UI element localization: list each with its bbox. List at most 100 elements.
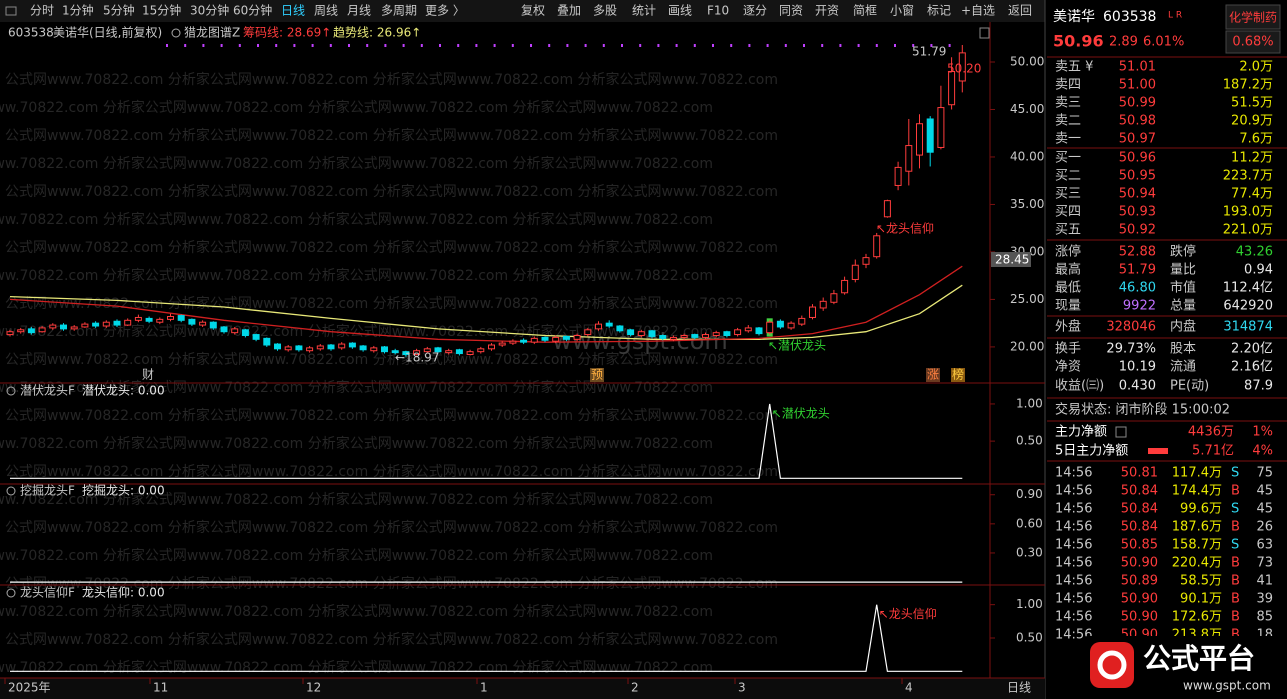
- candle-body: [520, 339, 528, 343]
- tick-time: 14:56: [1055, 520, 1092, 535]
- change-pct: 6.01%: [1143, 35, 1184, 50]
- period-button[interactable]: 60分钟: [233, 3, 272, 18]
- stat-label: 流通: [1170, 360, 1196, 375]
- tool-button[interactable]: 小窗: [890, 4, 914, 18]
- tick-price: 50.90: [1121, 556, 1158, 571]
- stat-value: 10.19: [1119, 360, 1156, 375]
- y-tick-label: 25.00: [1010, 292, 1044, 306]
- tool-button[interactable]: 简框: [853, 4, 877, 18]
- y-tick-label: 0.50: [1016, 434, 1043, 448]
- period-button[interactable]: 1分钟: [62, 3, 94, 18]
- book-price: 51.00: [1119, 78, 1156, 93]
- signal-dot: [693, 44, 696, 47]
- candle-body: [669, 336, 677, 340]
- period-button[interactable]: 5分钟: [103, 3, 135, 18]
- candle-body: [188, 318, 196, 325]
- candle-body: [445, 350, 453, 354]
- candle-body: [776, 320, 784, 328]
- trade-status: 交易状态: 闭市阶段 15:00:02: [1055, 402, 1230, 418]
- book-label: 买五: [1055, 223, 1081, 238]
- flow-label: 主力净额: [1055, 425, 1107, 440]
- sector-pct: 0.68%: [1232, 35, 1273, 50]
- candle-body: [509, 340, 517, 344]
- event-tag-bg: [590, 368, 604, 382]
- tick-volume: 58.5万: [1180, 574, 1222, 589]
- period-button[interactable]: 周线: [314, 4, 338, 18]
- candle-body: [38, 327, 46, 333]
- tool-button[interactable]: 叠加: [557, 4, 581, 18]
- tool-button[interactable]: 复权: [521, 4, 545, 18]
- book-volume: 77.4万: [1231, 187, 1273, 202]
- candle-body: [220, 326, 228, 333]
- period-button[interactable]: 15分钟: [142, 3, 181, 18]
- tick-volume: 158.7万: [1172, 538, 1222, 553]
- candle-body: [27, 328, 35, 334]
- candle-body: [274, 343, 281, 350]
- annotation: ←18.97: [395, 351, 439, 365]
- indicator-line: [10, 403, 963, 479]
- signal-dot: [857, 44, 860, 47]
- candle-body: [648, 330, 656, 337]
- period-label: 日线: [1007, 681, 1031, 695]
- stat-value: 0.94: [1244, 263, 1273, 278]
- tool-button[interactable]: 统计: [632, 4, 656, 18]
- toolbar-icon: [5, 6, 17, 16]
- sector[interactable]: 化学制药: [1229, 10, 1277, 25]
- period-button[interactable]: 30分钟: [190, 3, 229, 18]
- annotation: 51.79: [912, 45, 946, 59]
- period-button[interactable]: 分时: [30, 4, 54, 18]
- candle-body: [81, 323, 89, 328]
- candle-body: [541, 336, 549, 341]
- tool-button[interactable]: 开资: [815, 4, 839, 18]
- period-button[interactable]: 更多 〉: [425, 4, 465, 18]
- tool-button[interactable]: 逐分: [743, 4, 767, 18]
- y-tick-label: 0.50: [1016, 631, 1043, 645]
- watermark: 公式网www.70822.com 分析家公式网www.70822.com 分析家…: [5, 407, 778, 424]
- candle-body: [17, 329, 25, 333]
- candle-body: [755, 327, 763, 335]
- tool-button[interactable]: 标记: [927, 4, 951, 18]
- tick-side: S: [1231, 538, 1239, 553]
- tick-count: 41: [1256, 574, 1273, 589]
- period-button[interactable]: 多周期: [381, 4, 417, 18]
- pane-icon: [6, 386, 16, 396]
- signal-dot: [493, 44, 496, 47]
- tick-side: B: [1231, 556, 1240, 571]
- tool-button[interactable]: 画线: [668, 4, 692, 18]
- stat-value: 51.79: [1119, 263, 1156, 278]
- candle-body: [659, 335, 667, 339]
- signal-dot: [912, 44, 915, 47]
- cursor-label: 28.45: [995, 253, 1029, 267]
- candle-body: [370, 347, 378, 352]
- stat-value: 328046: [1106, 320, 1156, 335]
- tool-button[interactable]: F10: [707, 4, 729, 18]
- signal-dot: [402, 44, 405, 47]
- tick-price: 50.85: [1121, 538, 1158, 553]
- change: 2.89: [1109, 35, 1138, 50]
- tick-count: 26: [1256, 520, 1273, 535]
- tick-time: 14:56: [1055, 592, 1092, 607]
- book-label: 买三: [1055, 187, 1081, 202]
- signal-dot: [948, 44, 951, 47]
- period-button[interactable]: 日线: [281, 4, 305, 18]
- signal-dot: [275, 44, 278, 47]
- watermark: 公式网www.70822.com 分析家公式网www.70822.com 分析家…: [5, 519, 778, 536]
- pane-title: 挖掘龙头F: [20, 483, 75, 498]
- y-tick-label: 0.90: [1016, 487, 1043, 501]
- tool-button[interactable]: 同资: [779, 4, 803, 18]
- book-price: 50.99: [1119, 96, 1156, 111]
- back-button[interactable]: 返回: [1008, 4, 1032, 18]
- watermark: 公式网www.70822.com 分析家公式网www.70822.com 分析家…: [5, 463, 778, 480]
- period-button[interactable]: 月线: [347, 4, 371, 18]
- indicator-icon: [171, 28, 181, 38]
- tick-side: B: [1231, 484, 1240, 499]
- tool-button[interactable]: +自选: [961, 4, 995, 18]
- candle-body: [723, 331, 731, 337]
- candle-body: [134, 316, 142, 321]
- signal-dot: [311, 44, 314, 47]
- tick-side: B: [1231, 610, 1240, 625]
- tool-button[interactable]: 多股: [593, 4, 617, 18]
- candle-body: [466, 351, 474, 356]
- pane-note: ↖龙头信仰: [879, 606, 937, 621]
